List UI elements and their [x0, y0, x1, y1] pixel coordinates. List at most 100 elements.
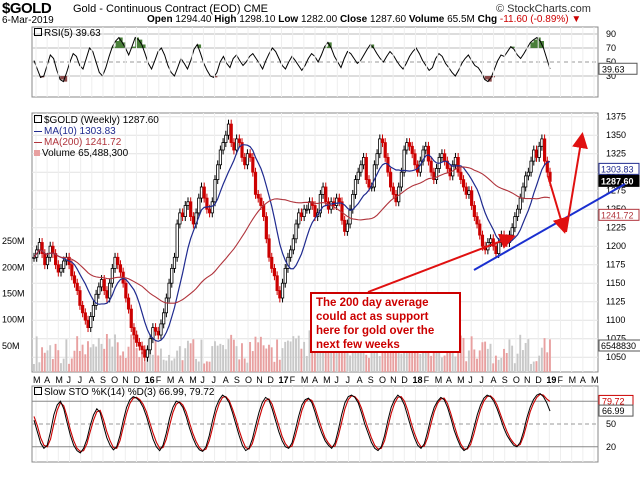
- volume-bar: [165, 360, 168, 372]
- price-candle-body: [399, 171, 404, 188]
- volume-bar: [151, 354, 154, 372]
- volume-legend-text: Volume 65,488,300: [42, 148, 129, 159]
- price-legend-text: $GOLD (Weekly) 1287.60: [44, 115, 159, 126]
- x-axis-label: O: [111, 375, 118, 385]
- x-axis-label: S: [368, 375, 374, 385]
- high-value: 1298.10: [239, 14, 276, 25]
- price-candle-body: [105, 290, 109, 299]
- volume-bar: [381, 336, 384, 372]
- price-candle-body: [175, 223, 179, 258]
- ohlc-summary: Open 1294.40 High 1298.10 Low 1282.00 Cl…: [147, 14, 581, 25]
- last-price-value: 1287.60: [601, 176, 634, 186]
- volume-bar: [97, 338, 100, 372]
- x-axis-label: N: [524, 375, 531, 385]
- price-candle-body: [172, 256, 177, 269]
- volume-bar: [284, 341, 287, 372]
- volume-bar: [386, 352, 389, 372]
- instrument-name: Gold - Continuous Contract (EOD) CME: [73, 3, 268, 15]
- price-candle-body: [529, 160, 533, 173]
- volume-bar: [340, 342, 343, 372]
- volume-bar: [273, 361, 276, 372]
- volume-bar: [343, 341, 346, 372]
- brand-label[interactable]: © StockCharts.com: [496, 3, 591, 15]
- chg-value: -11.60 (-0.89%): [499, 14, 569, 25]
- ma10-legend-text: MA(10) 1303.83: [44, 126, 116, 137]
- x-axis-label: J: [66, 375, 71, 385]
- x-axis-label: D: [535, 375, 542, 385]
- volume-bar: [424, 349, 427, 372]
- volume-bar: [149, 340, 152, 372]
- x-axis-label: S: [502, 375, 508, 385]
- volume-bar: [295, 338, 297, 372]
- price-candle-body: [480, 234, 485, 247]
- volume-bar: [138, 357, 141, 372]
- x-axis-label: F: [290, 375, 296, 385]
- volume-tick-label: 250M: [2, 236, 25, 246]
- x-axis-label: F: [156, 375, 162, 385]
- price-candle-body: [145, 349, 150, 358]
- callout-line: The 200 day average: [316, 297, 429, 309]
- volume-bar: [489, 343, 492, 372]
- volume-bar: [416, 351, 419, 372]
- volume-bar: [351, 340, 354, 372]
- volume-bar: [262, 345, 265, 372]
- price-candle-body: [140, 345, 144, 351]
- price-candle-body: [461, 179, 466, 188]
- price-candle-body: [280, 282, 285, 299]
- price-candle-body: [353, 179, 358, 195]
- volume-bar: [357, 349, 360, 372]
- price-candle-body: [405, 142, 409, 151]
- volume-bar: [254, 336, 257, 372]
- price-candle-body: [224, 134, 228, 143]
- ma200-legend-marker: [34, 141, 42, 143]
- price-tick-label: 1375: [606, 112, 626, 122]
- price-candle-body: [159, 323, 163, 336]
- price-candle-body: [351, 193, 355, 210]
- volume-bar: [41, 347, 44, 372]
- volume-bar: [503, 348, 505, 372]
- quote-date: 6-Mar-2019: [2, 15, 54, 26]
- price-candle-body: [434, 168, 439, 180]
- volume-bar: [297, 335, 300, 372]
- x-axis-label: N: [256, 375, 263, 385]
- x-axis-label: M: [591, 375, 599, 385]
- volume-bar: [235, 346, 238, 372]
- volume-bar: [549, 339, 551, 372]
- ma10-line: [33, 144, 551, 342]
- x-axis-label: N: [390, 375, 397, 385]
- rsi-last-value-box: [598, 62, 638, 75]
- price-tick-label: 1075: [606, 334, 626, 344]
- open-value: 1294.40: [175, 14, 212, 25]
- price-candle-body: [289, 249, 293, 258]
- price-candle-body: [178, 212, 182, 225]
- price-candle-body: [232, 142, 236, 151]
- sto-k-line: [33, 393, 551, 454]
- price-candle-body: [245, 153, 250, 166]
- price-candle-body: [440, 153, 444, 158]
- price-candle-body: [56, 264, 60, 273]
- x-axis-label: M: [457, 375, 465, 385]
- volume-bar: [484, 341, 487, 372]
- price-candle-body: [197, 197, 201, 214]
- x-axis-label: D: [267, 375, 274, 385]
- x-axis-label: O: [245, 375, 252, 385]
- volume-bar: [192, 339, 195, 372]
- price-legend: $GOLD (Weekly) 1287.60: [34, 115, 159, 126]
- volume-last-value-box: [598, 339, 640, 352]
- price-candle-body: [237, 138, 241, 143]
- volume-bar: [543, 338, 546, 372]
- rsi-legend: RSI(5) 39.63: [34, 28, 101, 39]
- price-candle-body: [534, 149, 539, 158]
- volume-bar: [230, 334, 233, 372]
- volume-bar: [505, 353, 508, 372]
- price-candle-body: [356, 171, 360, 180]
- price-candle-body: [199, 186, 204, 199]
- price-candle-body: [475, 216, 479, 225]
- volume-bar: [170, 360, 173, 372]
- rsi-legend-text: RSI(5) 39.63: [44, 28, 101, 39]
- price-candle-body: [413, 153, 417, 166]
- price-tick-label: 1050: [606, 352, 626, 362]
- volume-bar: [65, 339, 68, 372]
- price-candle-body: [124, 282, 128, 299]
- price-candle-body: [116, 256, 120, 266]
